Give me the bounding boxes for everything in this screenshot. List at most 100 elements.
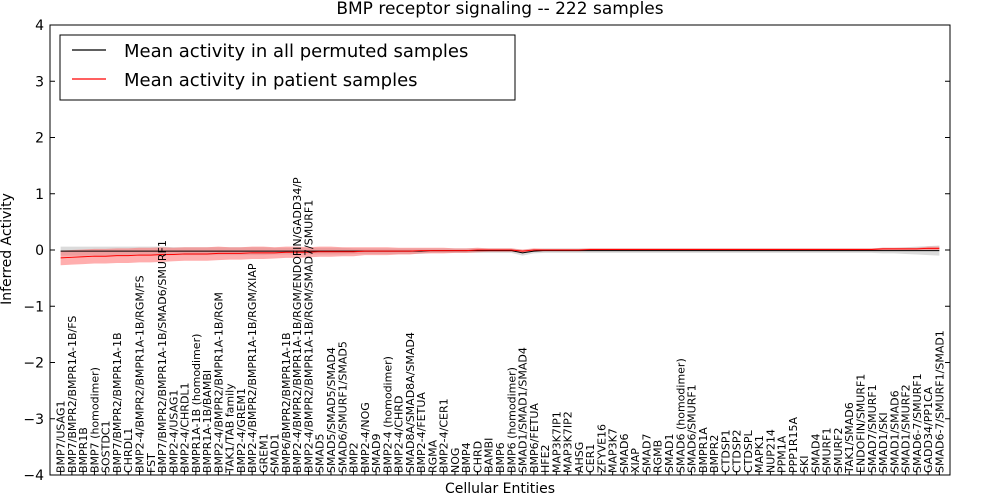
series-line-patient xyxy=(60,247,940,259)
entity-label: CTDSPL xyxy=(742,430,755,473)
entity-label: SMAD1/SMAD1/SMAD4 xyxy=(517,347,530,473)
entity-label: SMAD5 xyxy=(314,434,327,473)
entity-label: TAK1/SMAD6 xyxy=(843,402,856,474)
y-tick-label: 2 xyxy=(35,131,44,147)
entity-label: SMURF2 xyxy=(832,428,845,474)
entity-label: NOG xyxy=(449,448,462,473)
entity-label: ENDOFIN/SMURF1 xyxy=(855,374,868,473)
entity-label: SMAD9 xyxy=(370,434,383,473)
series-line-permuted xyxy=(60,250,940,254)
x-axis-label: Cellular Entities xyxy=(445,481,555,497)
entity-label: BMP7/BMPR2/BMPR1A-1B/FS xyxy=(66,316,79,473)
entity-label: CTDSP2 xyxy=(731,430,744,473)
entity-label: SMAD4 xyxy=(809,434,822,473)
entity-label: BAMBI xyxy=(483,438,496,473)
entity-label: BMP7 (homodimer) xyxy=(88,367,101,473)
entity-label: BMP2 xyxy=(348,442,361,473)
entity-label: BMP2-4/BMPR2/BMPR1A-1B/RGM/FS xyxy=(133,275,146,473)
entity-label: BMP2-4/CHRDL1 xyxy=(179,382,192,473)
entity-label: MAP3K7IP1 xyxy=(550,411,563,473)
entity-label: HFE2 xyxy=(539,444,552,473)
entity-label: SMAD6 xyxy=(618,434,631,473)
legend-label-patient: Mean activity in patient samples xyxy=(124,70,418,91)
entity-label: GADD34/PP1CA xyxy=(922,386,935,473)
entity-label: CTDSP1 xyxy=(719,430,732,473)
entity-label: MAP3K7 xyxy=(607,428,620,473)
entity-label: MAPK1 xyxy=(753,435,766,473)
entity-label: SKI xyxy=(798,456,811,473)
entity-label: BMP2-4/BMPR2/BMPR1A-1B/RGM xyxy=(212,292,225,473)
entity-label: BMP6 (homodimer) xyxy=(505,367,518,473)
entity-label: SMAD7 xyxy=(640,434,653,473)
entity-label: GREM1 xyxy=(257,433,270,473)
entity-label: CHRDL1 xyxy=(122,428,135,473)
entity-label: SMAD7/SMURF1 xyxy=(866,384,879,473)
y-tick-label: 0 xyxy=(35,243,44,259)
entity-label: BMP6 xyxy=(494,442,507,473)
entity-label: BMP7/BMPR2/BMPR1A-1B/SMAD6/SMURF1 xyxy=(156,240,169,473)
entity-label: SMAD1/SMURF2 xyxy=(900,384,913,473)
entity-label: BMP7/USAG1 xyxy=(55,401,68,473)
legend-label-permuted: Mean activity in all permuted samples xyxy=(124,41,468,62)
y-tick-label: −3 xyxy=(23,412,44,428)
entity-label: BMP2-4 (homodimer) xyxy=(381,356,394,473)
entity-label: MAP3K7IP2 xyxy=(562,411,575,473)
y-tick-label: −4 xyxy=(23,468,44,484)
entity-label: SMAD6/SMURF1/SMAD5 xyxy=(336,341,349,473)
entity-label: BMP4 xyxy=(460,442,473,473)
entity-label: BMP6/FETUA xyxy=(528,403,541,473)
entity-label: SMAD1/SKI xyxy=(877,412,890,473)
entity-label: SMURF1 xyxy=(821,428,834,474)
entity-label: BMP2-4/BMPR2/BMPR1A-1B/RGM/XIAP xyxy=(246,263,259,473)
legend: Mean activity in all permuted samples Me… xyxy=(59,34,516,101)
y-axis-ticks: 4 3 2 1 0 −1 −2 −3 −4 xyxy=(23,18,950,484)
entity-label: AHSG xyxy=(573,442,586,473)
entity-label: XIAP xyxy=(629,448,642,473)
entity-label: SMAD6/SMURF1 xyxy=(686,384,699,473)
entity-label: CHRD xyxy=(471,441,484,473)
entity-label: SMAD6-7/SMURF1 xyxy=(911,373,924,473)
entity-label: ZFYVE16 xyxy=(595,424,608,473)
y-tick-label: 3 xyxy=(35,74,44,90)
entity-label: BMP2-4/BMPR2/BMPR1A-1B/RGM/ENDOFIN/GADD3… xyxy=(291,177,304,473)
chart-title: BMP receptor signaling -- 222 samples xyxy=(336,0,663,19)
entity-label: SMAD6-7/SMURF1/SMAD1 xyxy=(933,330,946,473)
entity-label: SOSTDC1 xyxy=(100,421,113,474)
entity-label: BMPR1A-1B (homodimer) xyxy=(190,334,203,473)
entity-label: BMP6/BMPR2/BMPR1A-1B xyxy=(280,332,293,473)
entity-label: NUP214 xyxy=(764,429,777,473)
y-tick-label: −1 xyxy=(23,299,44,315)
entity-label: CER1 xyxy=(584,444,597,473)
entity-label: SMAD1 xyxy=(269,434,282,473)
entity-label: BMPR1A xyxy=(697,427,710,473)
entity-label: BMP2-4/FETUA xyxy=(415,392,428,473)
entity-label: SMAD1/SMAD6 xyxy=(888,390,901,473)
entity-label: PPP1R15A xyxy=(787,416,800,473)
entity-label: RGMB xyxy=(652,440,665,473)
entity-label: BMP2-4/BMPR2/BMPR1A-1B/RGM/SMAD7/SMURF1 xyxy=(302,200,315,473)
y-tick-label: 4 xyxy=(35,18,44,34)
entity-label: PPM1A xyxy=(776,435,789,473)
entity-label: BMP2-4/NOG xyxy=(359,402,372,473)
y-tick-label: −2 xyxy=(23,356,44,372)
legend-box xyxy=(59,34,516,101)
entity-label: BMP2-4/CHRD xyxy=(393,396,406,473)
x-axis-entity-labels: BMP7/USAG1BMP7/BMPR2/BMPR1A-1B/FSBMPR1BB… xyxy=(55,177,946,475)
entity-label: SMAD5/SMAD5/SMAD4 xyxy=(325,347,338,473)
entity-label: BMP2-4/USAG1 xyxy=(167,390,180,473)
entity-label: BMP7/BMPR2/BMPR1A-1B xyxy=(111,332,124,473)
entity-label: BMP2-4/GREM1 xyxy=(235,388,248,473)
entity-label: BMPR1A-1B/BAMBI xyxy=(201,370,214,473)
entity-label: SMAD1 xyxy=(663,434,676,473)
y-tick-label: 1 xyxy=(35,187,44,203)
entity-label: RGMA xyxy=(426,439,439,473)
entity-label: BMPR2 xyxy=(708,435,721,473)
entity-label: BMPR1B xyxy=(77,427,90,473)
entity-label: SMAD6 (homodimer) xyxy=(674,358,687,473)
entity-label: FST xyxy=(145,453,158,473)
entity-label: TAK1/TAB family xyxy=(224,383,237,474)
entity-label: SMAD8A/SMAD8A/SMAD4 xyxy=(404,332,417,473)
y-axis-label: Inferred Activity xyxy=(0,193,15,305)
entity-label: BMP2-4/CER1 xyxy=(438,398,451,473)
